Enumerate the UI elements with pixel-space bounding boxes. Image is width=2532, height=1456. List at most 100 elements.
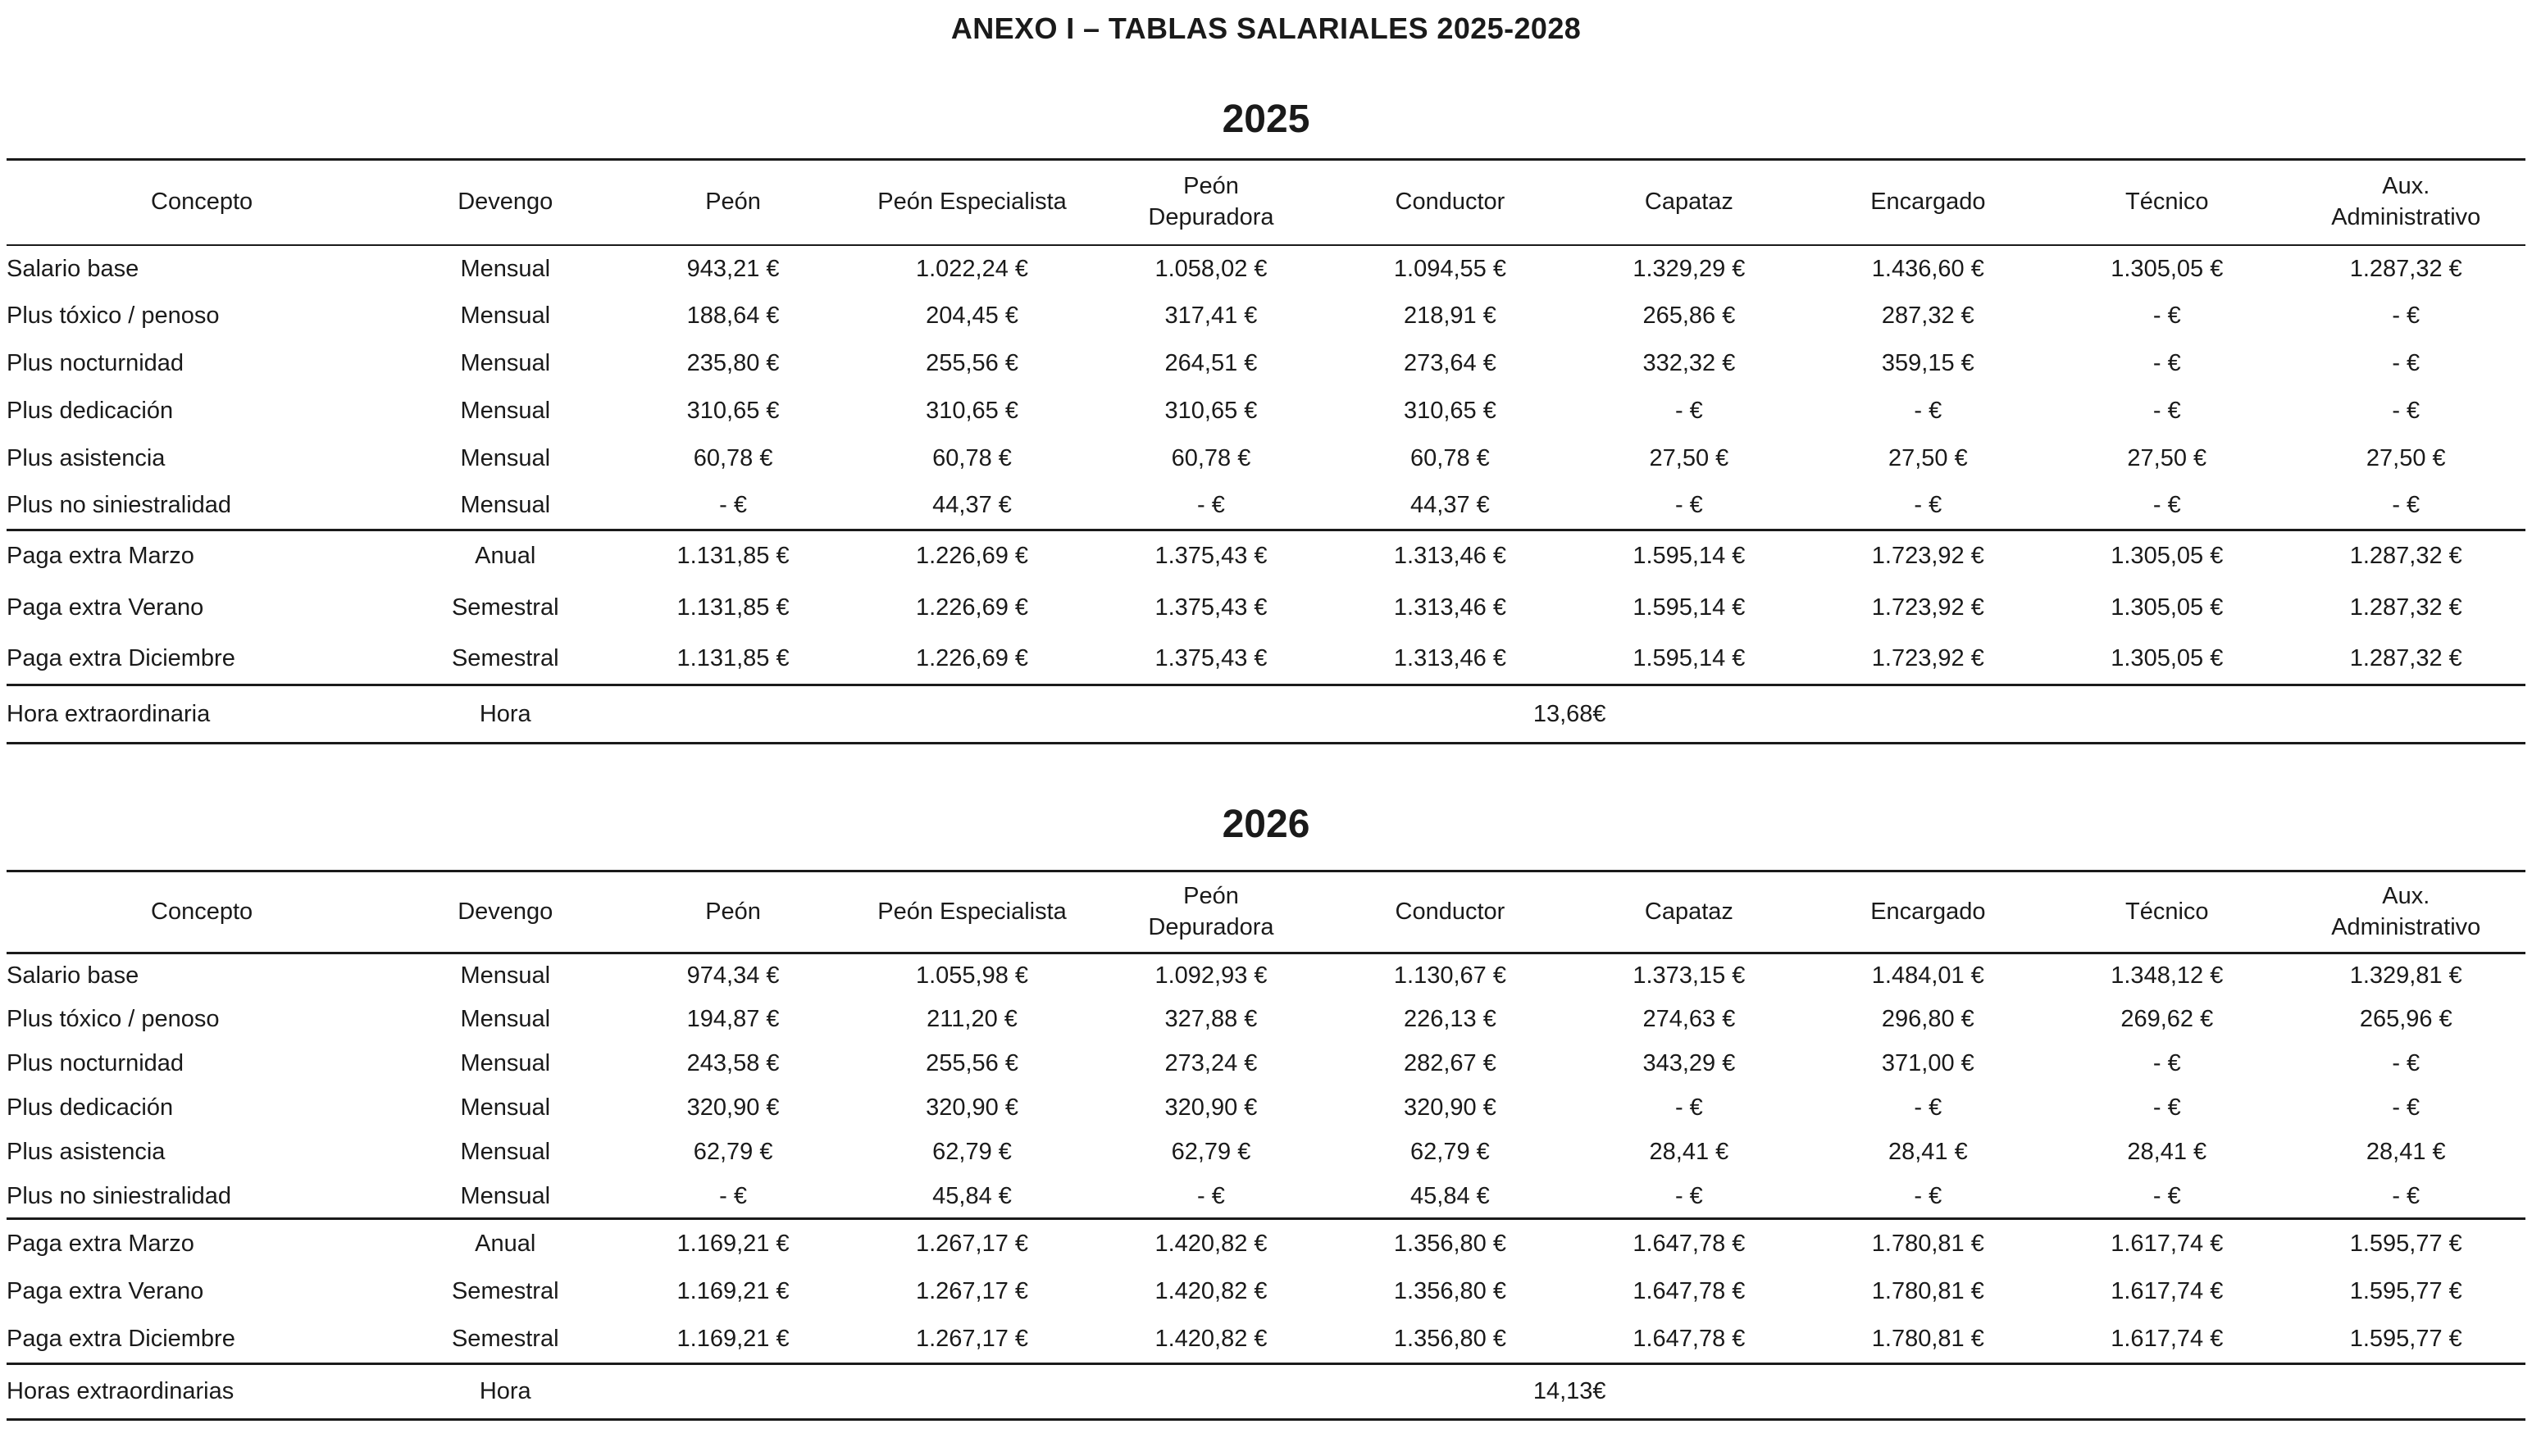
column-header: Aux. Administrativo	[2331, 883, 2481, 940]
table-row: Paga extra Diciembre Semestral 1.169,21 € 1…	[7, 1316, 2525, 1364]
amount-cell: 1.723,92 €	[1871, 543, 1984, 570]
amount-cell: 44,37 €	[932, 492, 1012, 519]
amount-cell: 1.267,17 €	[915, 1277, 1029, 1304]
devengo-cell: Mensual	[460, 445, 551, 472]
amount-cell: 218,91 €	[1403, 303, 1496, 330]
amount-cell: 28,41 €	[2127, 1139, 2207, 1166]
column-header: Aux. Administrativo	[2331, 173, 2481, 230]
amount-cell: 273,24 €	[1164, 1050, 1258, 1077]
amount-cell: 1.287,32 €	[2349, 255, 2462, 282]
amount-cell: 1.723,92 €	[1871, 644, 1984, 671]
column-header: Peón Depuradora	[1148, 173, 1274, 230]
amount-cell: 282,67 €	[1403, 1050, 1496, 1077]
amount-cell: 310,65 €	[926, 398, 1018, 425]
amount-cell: 1.305,05 €	[2111, 255, 2224, 282]
amount-cell: 317,41 €	[1164, 303, 1258, 330]
amount-cell: - €	[1914, 492, 1942, 519]
concept-cell: Hora extraordinaria	[7, 700, 211, 727]
table-row: Plus no siniestralidad Mensual - € 44,37 € -…	[7, 483, 2525, 530]
amount-cell: 1.055,98 €	[915, 962, 1029, 990]
column-header: Peón Especialista	[877, 899, 1067, 926]
amount-cell: - €	[1674, 492, 1703, 519]
amount-cell: 1.617,74 €	[2111, 1326, 2224, 1353]
amount-cell: 60,78 €	[693, 445, 773, 472]
amount-cell: 269,62 €	[2120, 1006, 2214, 1033]
amount-cell: 1.313,46 €	[1393, 644, 1506, 671]
amount-cell: - €	[1914, 1094, 1942, 1122]
concept-cell: Plus dedicación	[7, 398, 174, 425]
amount-cell: - €	[2152, 1094, 2181, 1122]
column-header: Conductor	[1395, 189, 1505, 216]
amount-cell: 1.058,02 €	[1154, 255, 1268, 282]
amount-cell: 371,00 €	[1881, 1050, 1974, 1077]
amount-cell: - €	[2392, 1182, 2420, 1209]
amount-cell: 1.595,77 €	[2349, 1277, 2462, 1304]
amount-cell: 1.287,32 €	[2349, 543, 2462, 570]
amount-cell: 1.131,85 €	[676, 644, 790, 671]
amount-cell: 60,78 €	[932, 445, 1012, 472]
amount-cell: 1.313,46 €	[1393, 594, 1506, 621]
amount-cell: 274,63 €	[1642, 1006, 1736, 1033]
amount-cell: 1.313,46 €	[1393, 543, 1506, 570]
devengo-cell: Mensual	[460, 1182, 551, 1209]
amount-cell: 27,50 €	[2127, 445, 2207, 472]
amount-cell: 310,65 €	[1164, 398, 1258, 425]
amount-cell: 264,51 €	[1164, 350, 1258, 377]
amount-cell: 1.375,43 €	[1154, 644, 1268, 671]
amount-cell: 1.617,74 €	[2111, 1277, 2224, 1304]
column-header: Peón Depuradora	[1148, 883, 1274, 940]
amount-cell: 1.169,21 €	[676, 1277, 790, 1304]
amount-cell: 943,21 €	[686, 255, 780, 282]
column-header: Devengo	[458, 899, 553, 926]
concept-cell: Plus no siniestralidad	[7, 492, 232, 519]
table-row: Plus tóxico / penoso Mensual 194,87 € 211,2…	[7, 998, 2525, 1042]
table-header: Concepto Devengo Peón Peón Especialista Peón…	[7, 160, 2525, 245]
table-row: Plus dedicación Mensual 310,65 € 310,65 € 31…	[7, 388, 2525, 435]
year-heading-2025: 2025	[1222, 98, 1310, 141]
concept-cell: Plus nocturnidad	[7, 350, 184, 377]
table-row: Salario base Mensual 974,34 € 1.055,98 € 1.0…	[7, 953, 2525, 998]
devengo-cell: Mensual	[460, 1006, 551, 1033]
amount-cell: - €	[2152, 303, 2181, 330]
amount-cell: 320,90 €	[1164, 1094, 1258, 1122]
amount-cell: 1.595,77 €	[2349, 1230, 2462, 1257]
header-row: Concepto Devengo Peón Peón Especialista Peón…	[7, 871, 2525, 953]
amount-cell: 1.267,17 €	[915, 1230, 1029, 1257]
amount-cell: 320,90 €	[926, 1094, 1018, 1122]
amount-cell: 1.169,21 €	[676, 1326, 790, 1353]
column-header: Técnico	[2125, 899, 2209, 926]
amount-cell: 188,64 €	[686, 303, 780, 330]
amount-cell: 1.356,80 €	[1393, 1230, 1506, 1257]
column-header: Peón	[705, 899, 761, 926]
amount-cell: 1.305,05 €	[2111, 543, 2224, 570]
amount-cell: - €	[2392, 492, 2420, 519]
amount-cell: 62,79 €	[1171, 1139, 1251, 1166]
concept-cell: Salario base	[7, 962, 139, 990]
amount-cell: - €	[1674, 1182, 1703, 1209]
amount-cell: 1.130,67 €	[1393, 962, 1506, 990]
concept-cell: Paga extra Diciembre	[7, 644, 235, 671]
concept-cell: Paga extra Marzo	[7, 1230, 194, 1257]
overtime-amount-cell: 13,68€	[1532, 700, 1606, 727]
amount-cell: 211,20 €	[927, 1006, 1018, 1033]
table-row: Plus tóxico / penoso Mensual 188,64 € 204,4…	[7, 293, 2525, 340]
header-row: Concepto Devengo Peón Peón Especialista Peón…	[7, 160, 2525, 245]
column-header: Técnico	[2125, 189, 2209, 216]
amount-cell: 204,45 €	[926, 303, 1018, 330]
amount-cell: 243,58 €	[686, 1050, 780, 1077]
amount-cell: 1.169,21 €	[676, 1230, 790, 1257]
amount-cell: 1.226,69 €	[915, 594, 1029, 621]
amount-cell: 1.131,85 €	[676, 543, 790, 570]
concept-cell: Plus asistencia	[7, 445, 166, 472]
table-row: Paga extra Marzo Anual 1.131,85 € 1.226,69 …	[7, 530, 2525, 582]
concept-cell: Plus nocturnidad	[7, 1050, 184, 1077]
amount-cell: 1.780,81 €	[1871, 1326, 1984, 1353]
amount-cell: 194,87 €	[686, 1006, 780, 1033]
amount-cell: 62,79 €	[1410, 1139, 1490, 1166]
amount-cell: 974,34 €	[686, 962, 780, 990]
amount-cell: 310,65 €	[686, 398, 780, 425]
extra-section: Paga extra Marzo Anual 1.169,21 € 1.267,17 …	[7, 1218, 2525, 1364]
amount-cell: - €	[1914, 398, 1942, 425]
concept-cell: Salario base	[7, 255, 139, 282]
